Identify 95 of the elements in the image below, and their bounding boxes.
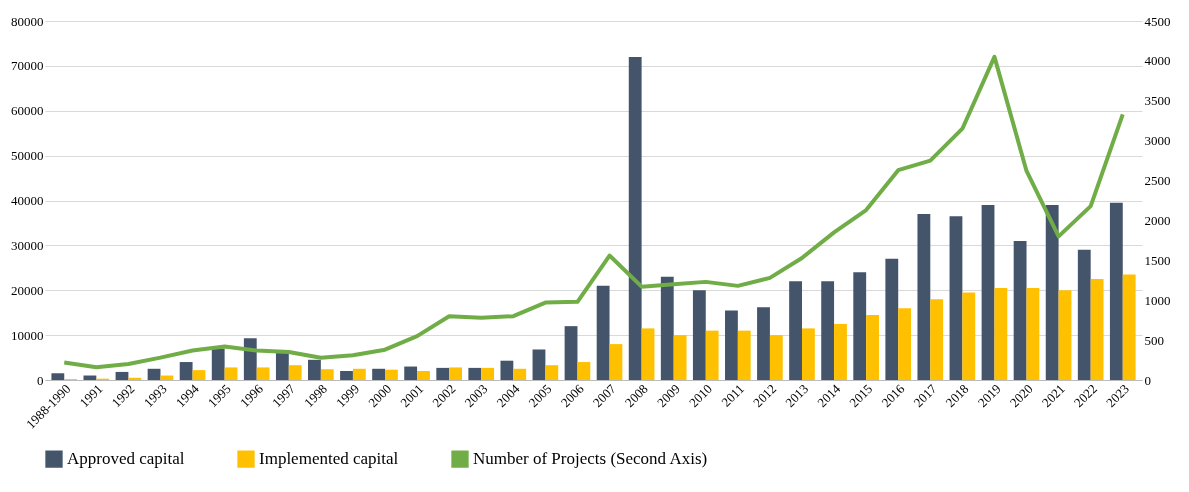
y2-tick-label: 1500 <box>1144 252 1171 268</box>
bar <box>436 367 450 380</box>
bar <box>853 272 867 380</box>
bar <box>320 369 334 380</box>
bar <box>757 307 770 380</box>
y2-tick-label: 500 <box>1144 332 1164 348</box>
bar <box>577 362 591 380</box>
y2-tick-label: 3000 <box>1144 133 1171 149</box>
y2-tick-label: 3500 <box>1144 93 1171 109</box>
bar <box>256 367 270 380</box>
bar <box>834 323 847 380</box>
bar <box>949 216 963 380</box>
line-series <box>62 54 1125 370</box>
bar <box>673 335 687 380</box>
bar <box>224 367 238 380</box>
bar <box>128 377 142 380</box>
bar <box>211 348 225 380</box>
bar <box>930 299 944 380</box>
y-tick-label: 60000 <box>11 103 44 119</box>
bar <box>898 308 912 380</box>
bar <box>449 367 462 380</box>
y2-tick-label: 0 <box>1144 372 1151 388</box>
y2-tick-label: 4500 <box>1144 13 1171 29</box>
bar <box>500 360 514 380</box>
bar <box>404 366 418 380</box>
bar <box>1045 204 1059 380</box>
bar <box>513 368 527 380</box>
x-tick-label: 2011 <box>718 381 748 410</box>
bar <box>641 328 655 380</box>
bar <box>1013 240 1027 380</box>
bar <box>801 328 815 380</box>
bar <box>192 370 206 380</box>
bar <box>1026 288 1040 380</box>
bar <box>160 375 174 380</box>
bar <box>628 56 642 380</box>
bar <box>545 365 559 380</box>
x-tick-label: 1992 <box>108 381 138 411</box>
y-tick-label: 30000 <box>11 237 44 253</box>
bar <box>352 368 366 380</box>
bar <box>789 281 802 380</box>
bar <box>660 276 674 380</box>
bar <box>705 330 719 380</box>
bar <box>288 365 302 380</box>
bar <box>1109 202 1123 380</box>
bar <box>1077 249 1091 380</box>
bar <box>468 367 482 380</box>
bar <box>962 292 976 380</box>
bar <box>417 371 430 380</box>
bar <box>596 285 610 380</box>
y-tick-label: 50000 <box>11 148 44 164</box>
bar <box>243 338 257 380</box>
bar <box>564 326 578 380</box>
bar <box>51 373 65 380</box>
y2-tick-label: 2000 <box>1144 212 1171 228</box>
y-tick-label: 10000 <box>11 327 44 343</box>
y2-tick-label: 1000 <box>1144 292 1171 308</box>
bar <box>532 349 546 380</box>
bar <box>275 353 289 380</box>
bar <box>866 314 879 380</box>
bar <box>308 359 321 380</box>
y-tick-label: 70000 <box>11 58 44 74</box>
bar <box>1122 274 1136 380</box>
bar <box>1058 290 1072 380</box>
bar <box>115 371 129 380</box>
x-tick-label: 1999 <box>333 381 363 411</box>
y-tick-label: 20000 <box>11 282 44 298</box>
bar <box>769 335 783 380</box>
bar <box>340 371 353 380</box>
bar <box>83 375 97 380</box>
bar <box>981 204 995 380</box>
bar <box>821 281 835 380</box>
bar <box>609 344 623 380</box>
x-tick-label: 1993 <box>140 381 170 411</box>
legend-label: Number of Projects (Second Axis) <box>473 449 708 469</box>
y-tick-label: 40000 <box>11 193 44 208</box>
legend-label: Implemented capital <box>259 449 399 469</box>
bar <box>179 362 193 380</box>
bar <box>481 367 495 380</box>
bar <box>994 288 1008 380</box>
y2-tick-label: 4000 <box>1144 53 1171 69</box>
bar <box>737 330 751 380</box>
x-tick-label: 1991 <box>76 381 106 411</box>
bar <box>917 213 931 380</box>
bar <box>692 290 706 380</box>
x-tick-label: 1998 <box>301 381 331 411</box>
bar <box>372 368 386 380</box>
legend-label: Approved capital <box>67 449 185 469</box>
bar <box>1090 279 1104 380</box>
y2-tick-label: 2500 <box>1144 173 1171 189</box>
y-tick-label: 80000 <box>11 13 44 29</box>
bar <box>725 310 738 380</box>
bar <box>385 369 398 380</box>
bar <box>885 258 899 380</box>
bar <box>147 368 161 380</box>
y-tick-label: 0 <box>37 372 44 388</box>
